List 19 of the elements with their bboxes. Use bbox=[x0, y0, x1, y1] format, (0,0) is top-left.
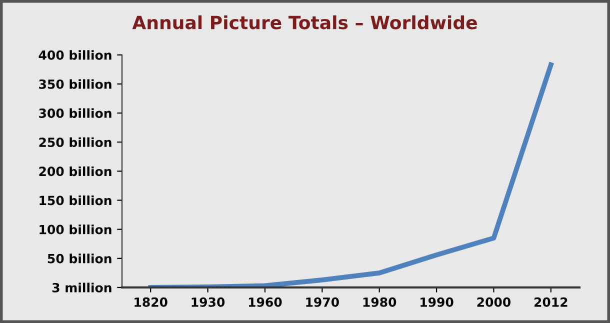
y-tick-label: 150 billion bbox=[40, 196, 112, 206]
x-tick-label: 1980 bbox=[363, 297, 396, 307]
y-tick-label: 300 billion bbox=[39, 108, 112, 118]
y-tick-label: 350 billion bbox=[39, 79, 112, 89]
y-tick-label: 200 billion bbox=[39, 166, 112, 176]
y-tick-label: 3 million bbox=[52, 282, 112, 292]
y-tick-label: 400 billion bbox=[38, 50, 112, 60]
x-tick-label: 1990 bbox=[420, 297, 454, 307]
x-tick-label: 2000 bbox=[477, 297, 511, 307]
x-tick-label: 1960 bbox=[248, 297, 282, 307]
x-tick-label: 2012 bbox=[534, 297, 568, 307]
line-series bbox=[148, 62, 554, 288]
x-tick-label: 1930 bbox=[192, 297, 225, 307]
y-tick-label: 50 billion bbox=[48, 254, 112, 264]
chart-title: Annual Picture Totals – Worldwide bbox=[132, 15, 477, 30]
y-tick-label: 100 billion bbox=[40, 224, 112, 234]
x-tick-label: 1820 bbox=[134, 297, 168, 307]
x-tick-label: 1970 bbox=[306, 297, 339, 307]
y-tick-label: 250 billion bbox=[39, 137, 112, 148]
